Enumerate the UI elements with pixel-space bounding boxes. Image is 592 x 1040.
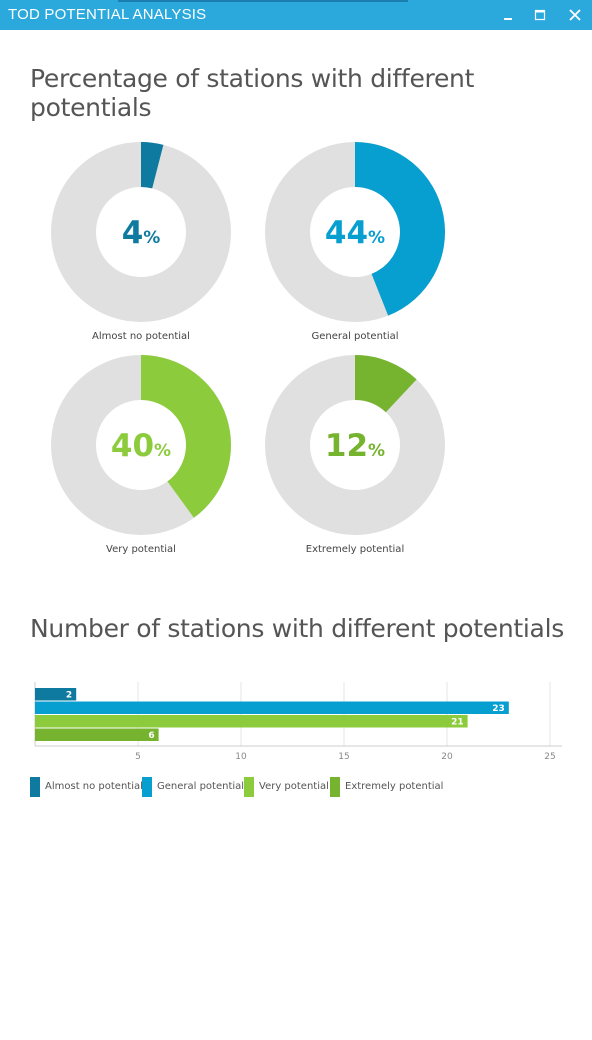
donut-value-label: 12% <box>325 428 385 464</box>
bar-general-potential <box>35 701 509 714</box>
x-tick-label: 5 <box>135 752 141 762</box>
minimize-icon <box>504 18 512 20</box>
donut-value-label: 4% <box>122 215 161 251</box>
bar-extremely-potential <box>35 728 159 741</box>
bar-very-potential <box>35 715 468 728</box>
donut-slice-extremely-potential <box>355 355 417 413</box>
x-tick-label: 15 <box>338 752 349 762</box>
titlebar-highlight <box>118 0 408 2</box>
donut-slice-very-potential <box>141 355 231 518</box>
x-tick-label: 25 <box>544 752 555 762</box>
bar-almost-no-potential <box>35 688 77 701</box>
donut-charts: 4% Almost no potential 44% General potentia… <box>51 142 446 555</box>
legend-swatch <box>142 777 152 797</box>
bar-value-label: 23 <box>492 704 505 714</box>
x-tick-label: 10 <box>235 752 247 762</box>
donut-caption: Extremely potential <box>306 544 404 555</box>
bar-chart: 5 10 15 20 25 2 23 21 6 <box>34 682 562 762</box>
donut-slice-general-potential <box>355 142 446 316</box>
close-icon <box>569 9 581 21</box>
donut-value-label: 44% <box>325 215 385 251</box>
legend-label: General potential <box>157 781 245 792</box>
donut-very-potential: 40% Very potential <box>51 355 231 555</box>
bar-value-label: 21 <box>451 718 464 728</box>
legend-label: Very potential <box>259 781 329 792</box>
bar-value-label: 6 <box>148 731 154 741</box>
donut-caption: Almost no potential <box>92 331 190 342</box>
donut-general-potential: 44% General potential <box>265 142 446 342</box>
window-title: TOD POTENTIAL ANALYSIS <box>8 6 207 23</box>
minimize-button[interactable] <box>498 5 518 25</box>
close-button[interactable] <box>565 5 585 25</box>
bar-value-label: 2 <box>66 691 72 701</box>
donut-slice-almost-no-potential <box>141 142 164 189</box>
donut-section-title: Percentage of stations with different po… <box>30 64 475 122</box>
donut-value-label: 40% <box>111 428 171 464</box>
legend-label: Almost no potential <box>45 781 143 792</box>
donut-caption: General potential <box>311 331 398 342</box>
donut-extremely-potential: 12% Extremely potential <box>265 355 445 555</box>
window-titlebar: TOD POTENTIAL ANALYSIS <box>0 0 592 30</box>
legend-swatch <box>330 777 340 797</box>
legend-label: Extremely potential <box>345 781 444 792</box>
bar-section-title: Number of stations with different potent… <box>30 614 564 643</box>
maximize-icon <box>534 9 546 21</box>
x-tick-label: 20 <box>441 752 453 762</box>
maximize-button[interactable] <box>530 5 550 25</box>
donut-caption: Very potential <box>106 544 176 555</box>
legend-swatch <box>244 777 254 797</box>
legend-swatch <box>30 777 40 797</box>
donut-almost-no-potential: 4% Almost no potential <box>51 142 231 342</box>
